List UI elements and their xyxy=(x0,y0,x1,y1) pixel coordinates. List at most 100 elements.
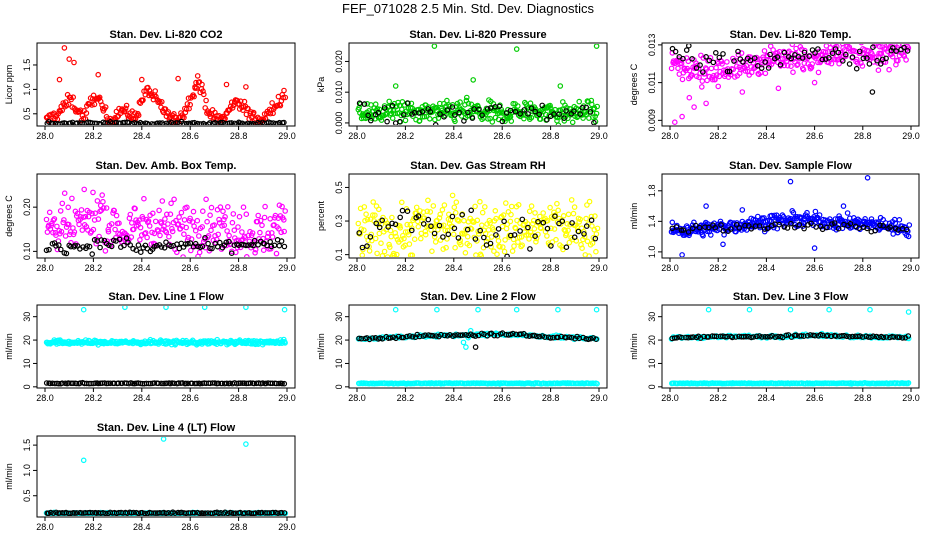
data-point xyxy=(86,209,93,216)
data-point xyxy=(722,333,729,340)
data-point xyxy=(776,221,783,228)
data-point xyxy=(273,120,279,125)
x-tick-label: 28.2 xyxy=(397,131,415,141)
data-point xyxy=(477,198,483,205)
x-tick-label: 28.2 xyxy=(709,393,727,403)
data-point xyxy=(228,120,235,125)
data-point xyxy=(108,221,115,227)
data-point xyxy=(161,245,168,251)
data-point xyxy=(387,335,394,341)
data-point xyxy=(854,60,861,66)
data-point xyxy=(736,225,743,231)
x-tick-label: 28.4 xyxy=(445,393,463,403)
data-point xyxy=(799,55,806,61)
data-point xyxy=(547,335,554,341)
y-tick-label: 0 xyxy=(334,384,344,389)
data-point xyxy=(772,334,779,340)
data-point xyxy=(281,119,287,125)
data-point xyxy=(451,225,458,232)
outlier-point xyxy=(715,83,722,90)
data-point xyxy=(424,208,431,215)
plot-frame xyxy=(36,304,296,389)
data-point xyxy=(883,334,890,340)
data-point xyxy=(254,218,261,225)
data-point xyxy=(767,51,773,58)
data-point xyxy=(386,244,393,250)
data-point xyxy=(585,336,592,343)
outlier-point xyxy=(392,83,399,89)
data-point xyxy=(239,229,245,235)
data-point xyxy=(183,106,190,113)
data-point xyxy=(57,246,64,253)
data-point xyxy=(369,335,376,341)
data-point xyxy=(794,62,800,68)
y-tick-label: 10 xyxy=(334,358,344,368)
data-point xyxy=(847,220,854,227)
data-point xyxy=(54,223,60,230)
data-point xyxy=(411,215,417,222)
data-point xyxy=(46,209,53,216)
data-point xyxy=(563,334,569,341)
data-point xyxy=(404,208,411,215)
data-point xyxy=(751,55,758,61)
data-point xyxy=(415,223,422,230)
data-point xyxy=(441,332,448,339)
data-point xyxy=(397,225,404,231)
series-dark xyxy=(44,118,287,125)
data-point xyxy=(280,217,287,223)
data-point xyxy=(186,120,192,125)
data-point xyxy=(226,120,233,125)
data-point xyxy=(724,333,731,340)
data-point xyxy=(281,87,287,94)
x-tick-label: 28.4 xyxy=(758,131,776,141)
series-main xyxy=(355,192,601,257)
data-point xyxy=(707,232,714,238)
data-point xyxy=(689,55,695,62)
data-point xyxy=(468,207,475,214)
data-point xyxy=(239,120,246,125)
data-point xyxy=(571,108,577,115)
y-tick-label: 20 xyxy=(647,335,657,345)
panel-title: Stan. Dev. Gas Stream RH xyxy=(410,160,546,172)
data-point xyxy=(130,226,137,233)
data-point xyxy=(800,66,807,73)
data-point xyxy=(694,62,701,69)
data-point xyxy=(864,225,870,232)
data-point xyxy=(191,509,198,516)
data-point xyxy=(78,207,85,213)
data-point xyxy=(669,219,676,226)
data-point xyxy=(92,210,99,217)
data-point xyxy=(489,119,496,125)
data-point xyxy=(208,227,214,234)
data-point xyxy=(114,114,121,120)
data-point xyxy=(532,210,538,216)
data-point xyxy=(147,380,154,387)
data-point xyxy=(372,101,379,108)
data-point xyxy=(510,330,516,337)
data-point xyxy=(279,203,285,210)
data-point xyxy=(857,333,863,339)
data-point xyxy=(473,252,479,257)
data-point xyxy=(571,234,578,241)
data-point xyxy=(243,211,250,218)
outlier-point xyxy=(431,44,438,49)
y-axis-label: ml/min xyxy=(629,203,639,230)
y-tick-label: 0 xyxy=(647,384,657,389)
data-point xyxy=(61,217,67,223)
x-tick-label: 28.2 xyxy=(709,131,727,141)
y-axis-label: kPa xyxy=(316,77,326,93)
data-point xyxy=(558,333,565,340)
outlier-point xyxy=(243,84,249,90)
outlier-point xyxy=(281,306,288,313)
data-point xyxy=(526,333,533,340)
data-point xyxy=(402,117,409,124)
data-point xyxy=(233,238,240,244)
outlier-point xyxy=(787,306,794,313)
data-point xyxy=(706,224,712,231)
data-point xyxy=(279,380,285,387)
data-point xyxy=(866,61,873,67)
data-point xyxy=(589,240,596,247)
data-point xyxy=(587,335,594,342)
data-point xyxy=(901,44,907,51)
data-point xyxy=(591,119,597,125)
